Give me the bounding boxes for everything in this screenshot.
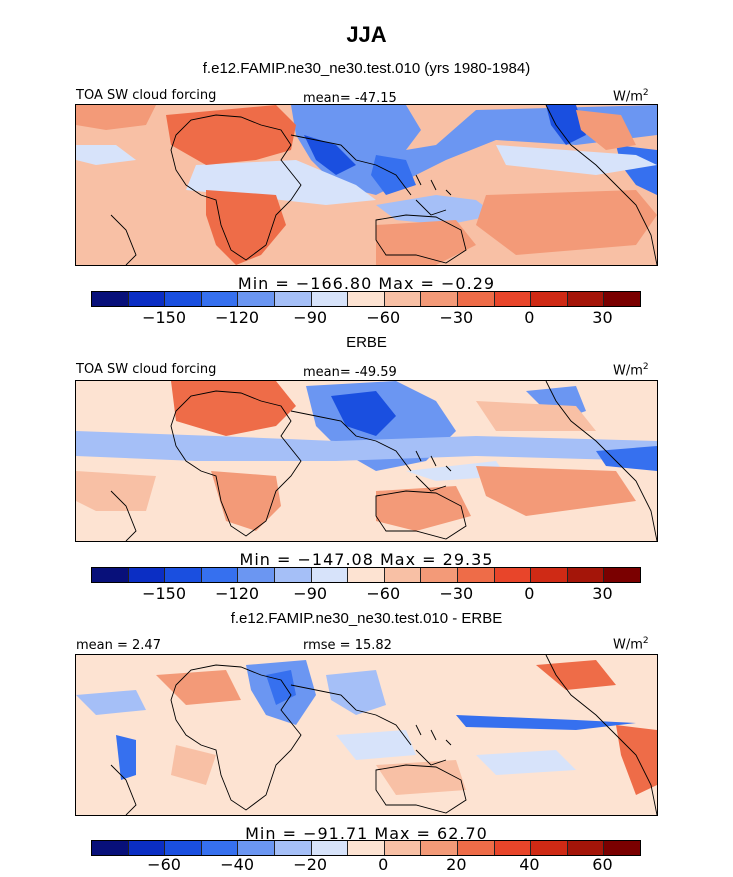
colorbar-tick-label: −60 bbox=[366, 584, 401, 603]
colorbar-swatch bbox=[421, 292, 458, 306]
panel-3-minmax: Min = −91.71 Max = 62.70 bbox=[245, 824, 488, 843]
colorbar-tick-label: 0 bbox=[378, 855, 389, 874]
colorbar-swatch bbox=[165, 841, 202, 855]
colorbar-swatch bbox=[384, 292, 422, 306]
panel-3-mean-label: mean = 2.47 bbox=[76, 638, 161, 653]
colorbar-tick-label: −150 bbox=[142, 308, 187, 327]
panel-3-title: f.e12.FAMIP.ne30_ne30.test.010 - ERBE bbox=[230, 610, 503, 627]
colorbar-swatch bbox=[274, 841, 312, 855]
colorbar-tick-label: −30 bbox=[439, 584, 474, 603]
panel-1-minmax: Min = −166.80 Max = −0.29 bbox=[237, 274, 496, 293]
colorbar-swatch bbox=[92, 568, 129, 582]
colorbar-swatch bbox=[311, 841, 349, 855]
panel-3-map bbox=[75, 654, 658, 816]
panel-2-left-label: TOA SW cloud forcing bbox=[76, 362, 217, 377]
colorbar-swatch bbox=[384, 841, 422, 855]
panel-2-map bbox=[75, 380, 658, 542]
colorbar-swatch bbox=[348, 292, 385, 306]
colorbar-tick-label: −150 bbox=[142, 584, 187, 603]
panel-1-title: f.e12.FAMIP.ne30_ne30.test.010 (yrs 1980… bbox=[202, 60, 531, 77]
panel-1-map bbox=[75, 104, 658, 266]
colorbar-swatch bbox=[421, 841, 458, 855]
colorbar-swatch bbox=[201, 568, 239, 582]
colorbar-tick-label: −90 bbox=[293, 308, 328, 327]
colorbar-swatch bbox=[604, 568, 640, 582]
colorbar-tick-label: −20 bbox=[293, 855, 328, 874]
panel-3-colorbar bbox=[91, 840, 641, 856]
panel-2-minmax: Min = −147.08 Max = 29.35 bbox=[239, 550, 494, 569]
panel-1-units-base: W/m bbox=[613, 89, 643, 105]
panel-3-units-exp: 2 bbox=[642, 636, 649, 646]
panel-2-units-exp: 2 bbox=[642, 362, 649, 372]
panel-2-units: W/m2 bbox=[613, 362, 649, 378]
colorbar-swatch bbox=[457, 568, 495, 582]
colorbar-swatch bbox=[531, 841, 568, 855]
colorbar-swatch bbox=[128, 568, 166, 582]
panel-3-units-base: W/m bbox=[613, 637, 643, 653]
colorbar-swatch bbox=[238, 568, 275, 582]
colorbar-swatch bbox=[348, 841, 385, 855]
panel-1-colorbar bbox=[91, 291, 641, 307]
colorbar-tick-label: 0 bbox=[524, 584, 535, 603]
colorbar-swatch bbox=[567, 292, 605, 306]
panel-1-units-exp: 2 bbox=[642, 88, 649, 98]
panel-3-rmse-label: rmse = 15.82 bbox=[303, 638, 392, 653]
colorbar-swatch bbox=[274, 568, 312, 582]
colorbar-tick-label: −30 bbox=[439, 308, 474, 327]
colorbar-swatch bbox=[384, 568, 422, 582]
colorbar-tick-label: −90 bbox=[293, 584, 328, 603]
colorbar-swatch bbox=[457, 292, 495, 306]
panel-2-colorbar bbox=[91, 567, 641, 583]
colorbar-swatch bbox=[604, 841, 640, 855]
colorbar-swatch bbox=[494, 841, 532, 855]
colorbar-swatch bbox=[348, 568, 385, 582]
colorbar-swatch bbox=[165, 568, 202, 582]
colorbar-swatch bbox=[421, 568, 458, 582]
colorbar-swatch bbox=[128, 841, 166, 855]
panel-3-units: W/m2 bbox=[613, 636, 649, 652]
colorbar-tick-label: 60 bbox=[592, 855, 613, 874]
panel-2-title: ERBE bbox=[346, 334, 387, 351]
colorbar-swatch bbox=[311, 292, 349, 306]
colorbar-swatch bbox=[238, 292, 275, 306]
colorbar-tick-label: −60 bbox=[147, 855, 181, 874]
colorbar-swatch bbox=[494, 292, 532, 306]
colorbar-swatch bbox=[311, 568, 349, 582]
colorbar-swatch bbox=[128, 292, 166, 306]
figure-title: JJA bbox=[346, 22, 387, 47]
colorbar-swatch bbox=[531, 568, 568, 582]
colorbar-swatch bbox=[92, 841, 129, 855]
colorbar-tick-label: 30 bbox=[592, 308, 613, 327]
colorbar-swatch bbox=[165, 292, 202, 306]
colorbar-swatch bbox=[92, 292, 129, 306]
panel-1-units: W/m2 bbox=[613, 88, 649, 104]
colorbar-swatch bbox=[494, 568, 532, 582]
colorbar-tick-label: −120 bbox=[215, 584, 260, 603]
colorbar-tick-label: 0 bbox=[524, 308, 535, 327]
colorbar-tick-label: −120 bbox=[215, 308, 260, 327]
colorbar-swatch bbox=[457, 841, 495, 855]
colorbar-swatch bbox=[567, 568, 605, 582]
colorbar-tick-label: 20 bbox=[446, 855, 467, 874]
colorbar-tick-label: 40 bbox=[519, 855, 540, 874]
colorbar-swatch bbox=[567, 841, 605, 855]
colorbar-swatch bbox=[201, 841, 239, 855]
colorbar-swatch bbox=[201, 292, 239, 306]
colorbar-tick-label: −60 bbox=[366, 308, 401, 327]
colorbar-swatch bbox=[274, 292, 312, 306]
panel-2-mean-label: mean= -49.59 bbox=[303, 365, 397, 380]
colorbar-swatch bbox=[531, 292, 568, 306]
panel-1-mean-label: mean= -47.15 bbox=[303, 91, 397, 106]
colorbar-swatch bbox=[238, 841, 275, 855]
panel-2-units-base: W/m bbox=[613, 363, 643, 379]
colorbar-tick-label: 30 bbox=[592, 584, 613, 603]
colorbar-swatch bbox=[604, 292, 640, 306]
panel-1-left-label: TOA SW cloud forcing bbox=[76, 88, 217, 103]
colorbar-tick-label: −40 bbox=[220, 855, 255, 874]
